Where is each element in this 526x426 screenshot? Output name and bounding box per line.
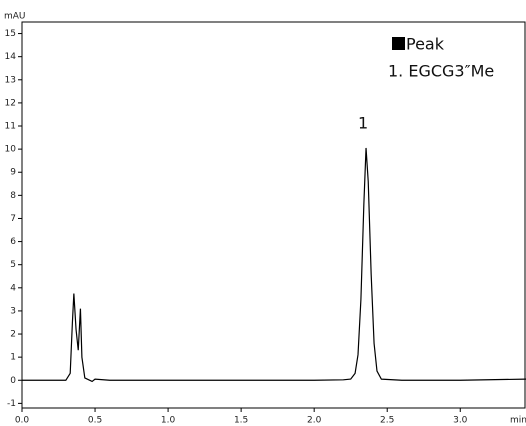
legend-entry: 1. EGCG3″Me (388, 62, 494, 81)
legend-title: Peak (406, 35, 445, 54)
x-tick-label: 1.0 (161, 416, 176, 426)
y-tick-label: 2 (10, 330, 16, 340)
y-tick-label: 12 (5, 98, 16, 108)
chromatogram-line (22, 147, 526, 383)
x-tick-label: 2.0 (307, 416, 322, 426)
y-tick-label: 11 (5, 122, 16, 132)
y-tick-label: 7 (10, 214, 16, 224)
plot-frame (21, 21, 526, 409)
y-tick-label: 10 (5, 145, 17, 155)
y-tick-label: 4 (10, 283, 16, 293)
x-axis-label: min (510, 416, 526, 426)
x-tick-label: 3.0 (453, 416, 468, 426)
y-tick-label: 9 (10, 168, 16, 178)
legend-marker (392, 37, 405, 50)
y-tick-label: 1 (10, 353, 16, 363)
x-tick-label: 1.5 (234, 416, 248, 426)
y-tick-label: -1 (7, 399, 16, 409)
y-axis-label: mAU (4, 12, 26, 22)
y-tick-label: 8 (10, 191, 16, 201)
x-tick-label: 0.0 (15, 416, 30, 426)
y-tick-label: 0 (10, 376, 16, 386)
y-tick-label: 3 (10, 306, 16, 316)
y-tick-label: 13 (5, 75, 16, 85)
y-tick-label: 15 (5, 29, 16, 39)
x-tick-label: 0.5 (88, 416, 102, 426)
x-tick-label: 2.5 (380, 416, 394, 426)
y-tick-label: 14 (5, 52, 17, 62)
y-tick-label: 5 (10, 260, 16, 270)
peak-label: 1 (358, 113, 368, 132)
y-tick-label: 6 (10, 237, 16, 247)
